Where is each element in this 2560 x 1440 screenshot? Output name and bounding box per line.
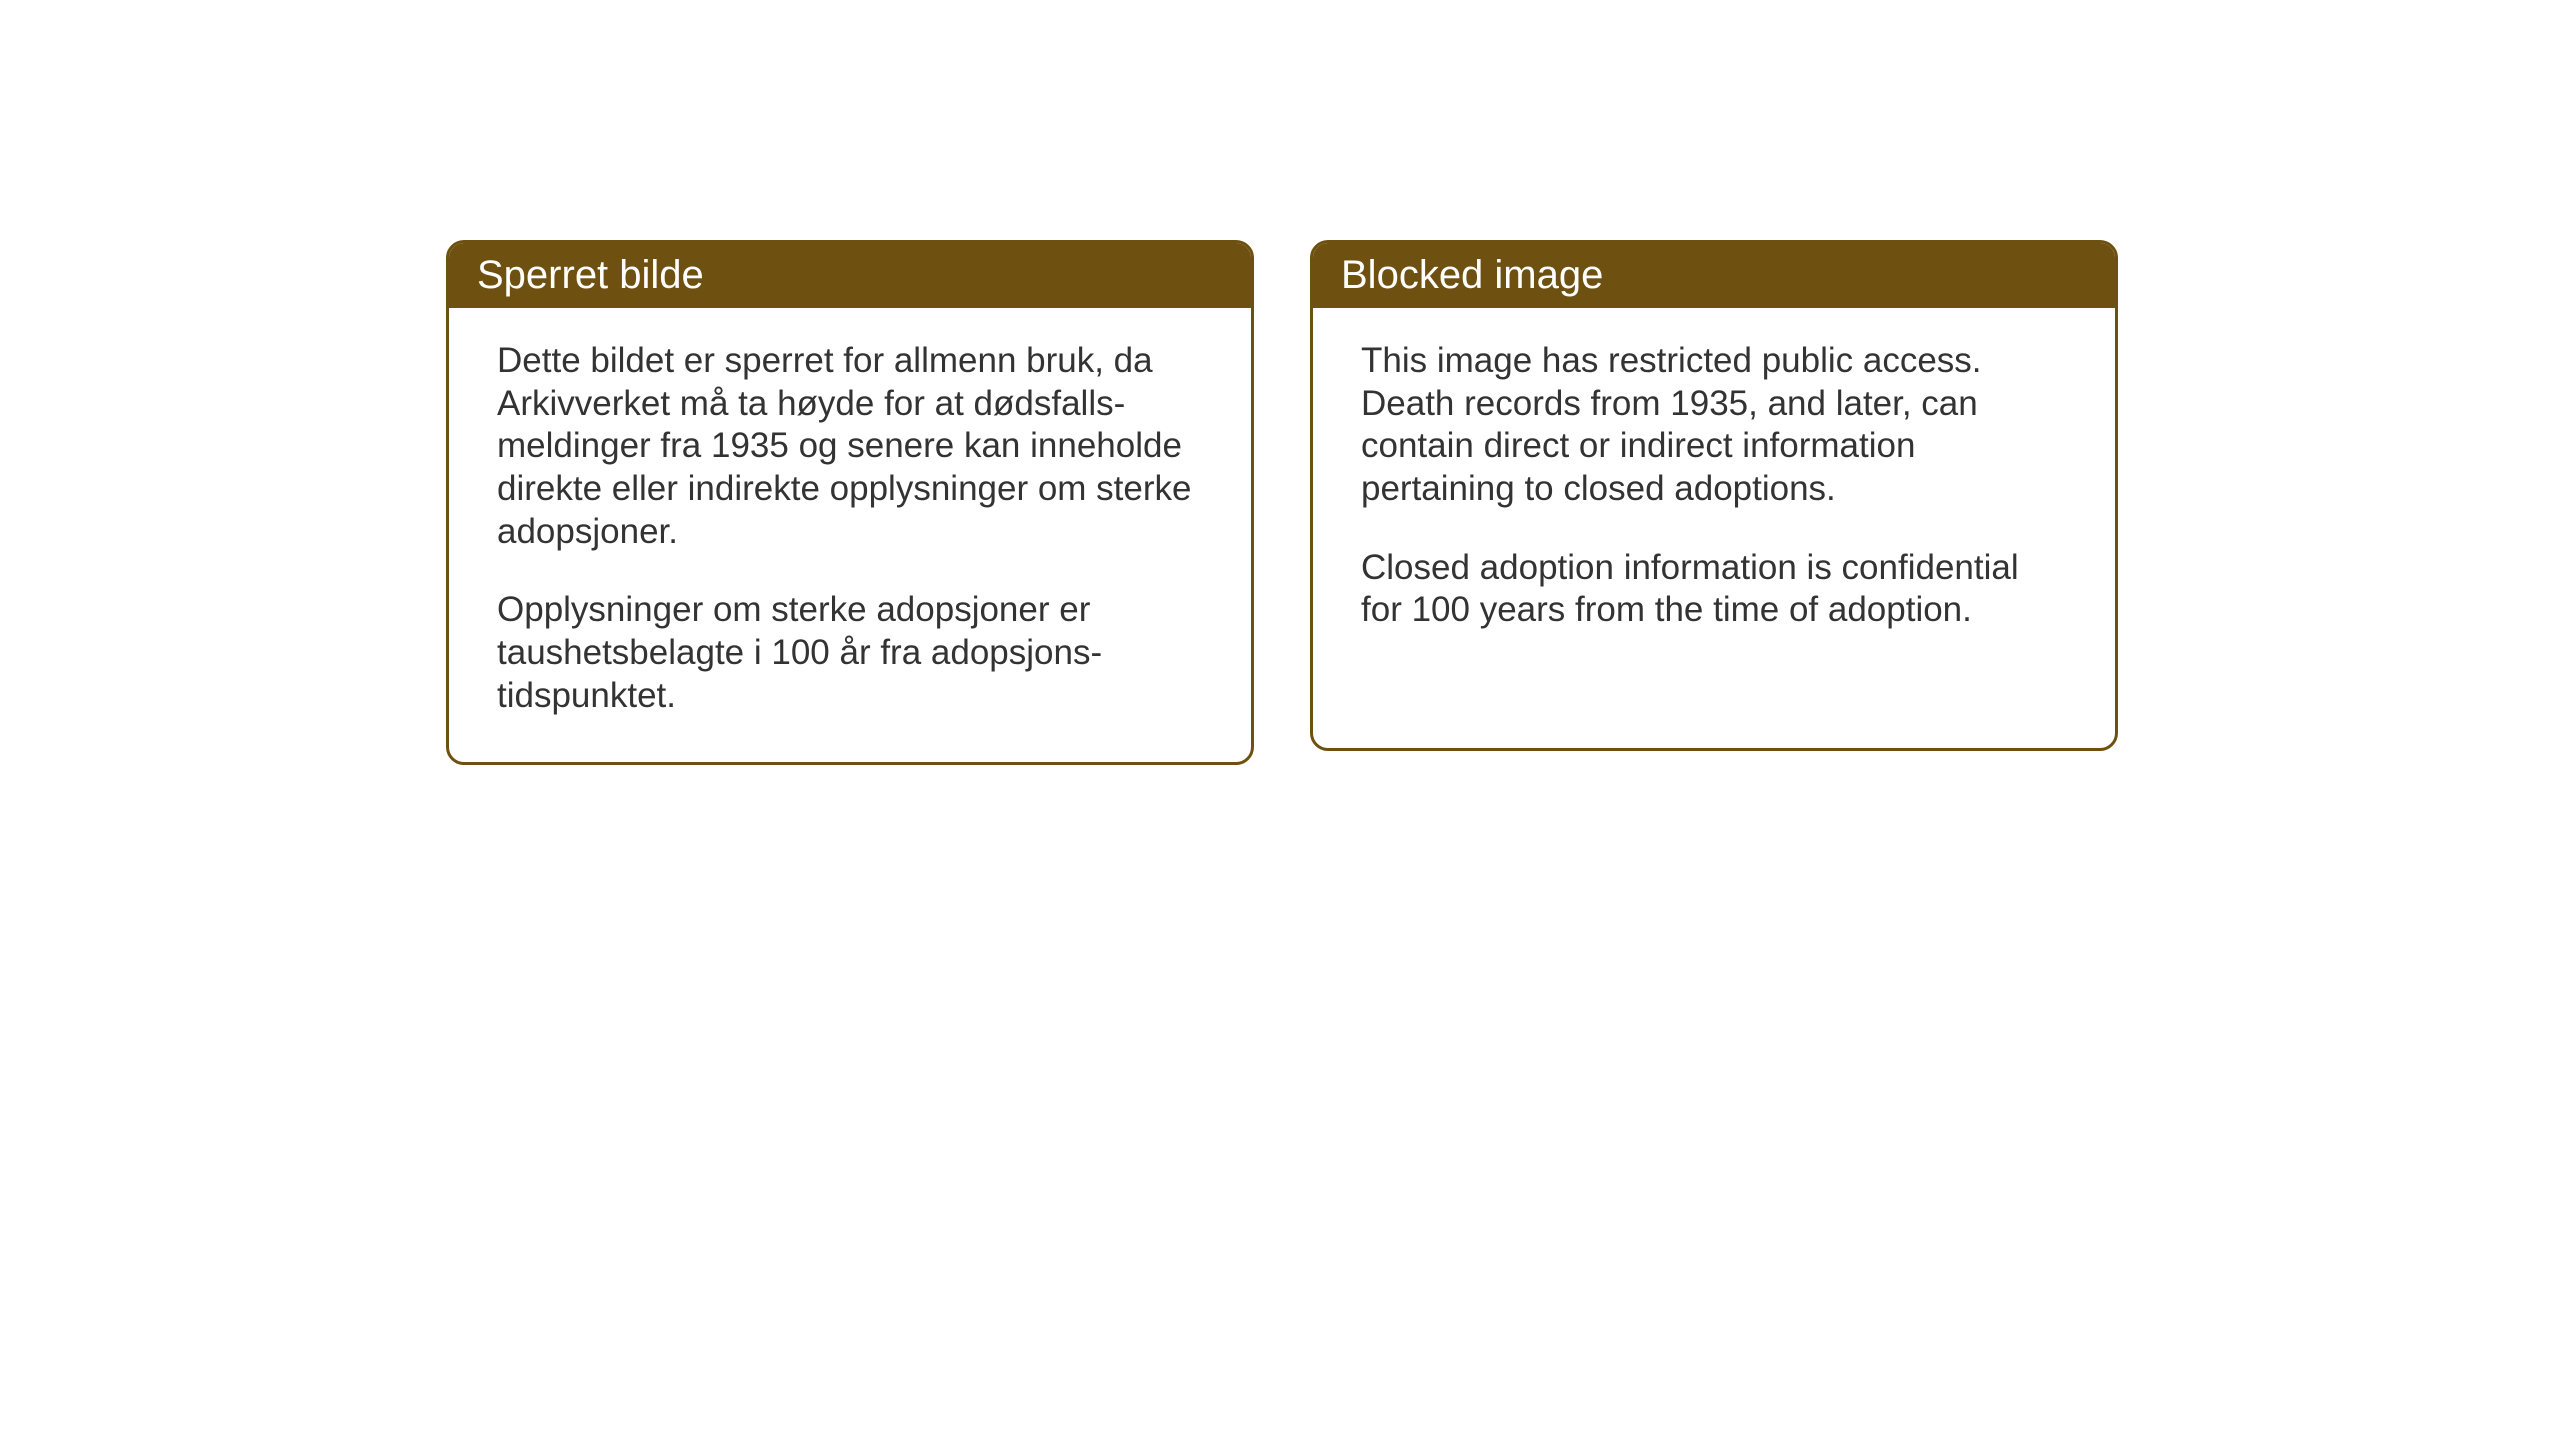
norwegian-card-title: Sperret bilde xyxy=(477,253,704,297)
norwegian-card-header: Sperret bilde xyxy=(449,243,1251,308)
cards-container: Sperret bilde Dette bildet er sperret fo… xyxy=(446,240,2118,765)
english-paragraph-1: This image has restricted public access.… xyxy=(1361,340,2067,511)
norwegian-paragraph-2: Opplysninger om sterke adopsjoner er tau… xyxy=(497,589,1203,717)
english-paragraph-2: Closed adoption information is confident… xyxy=(1361,547,2067,632)
english-card-body: This image has restricted public access.… xyxy=(1313,308,2115,676)
norwegian-card-body: Dette bildet er sperret for allmenn bruk… xyxy=(449,308,1251,762)
norwegian-paragraph-1: Dette bildet er sperret for allmenn bruk… xyxy=(497,340,1203,553)
english-card-header: Blocked image xyxy=(1313,243,2115,308)
english-card: Blocked image This image has restricted … xyxy=(1310,240,2118,751)
norwegian-card: Sperret bilde Dette bildet er sperret fo… xyxy=(446,240,1254,765)
english-card-title: Blocked image xyxy=(1341,253,1603,297)
